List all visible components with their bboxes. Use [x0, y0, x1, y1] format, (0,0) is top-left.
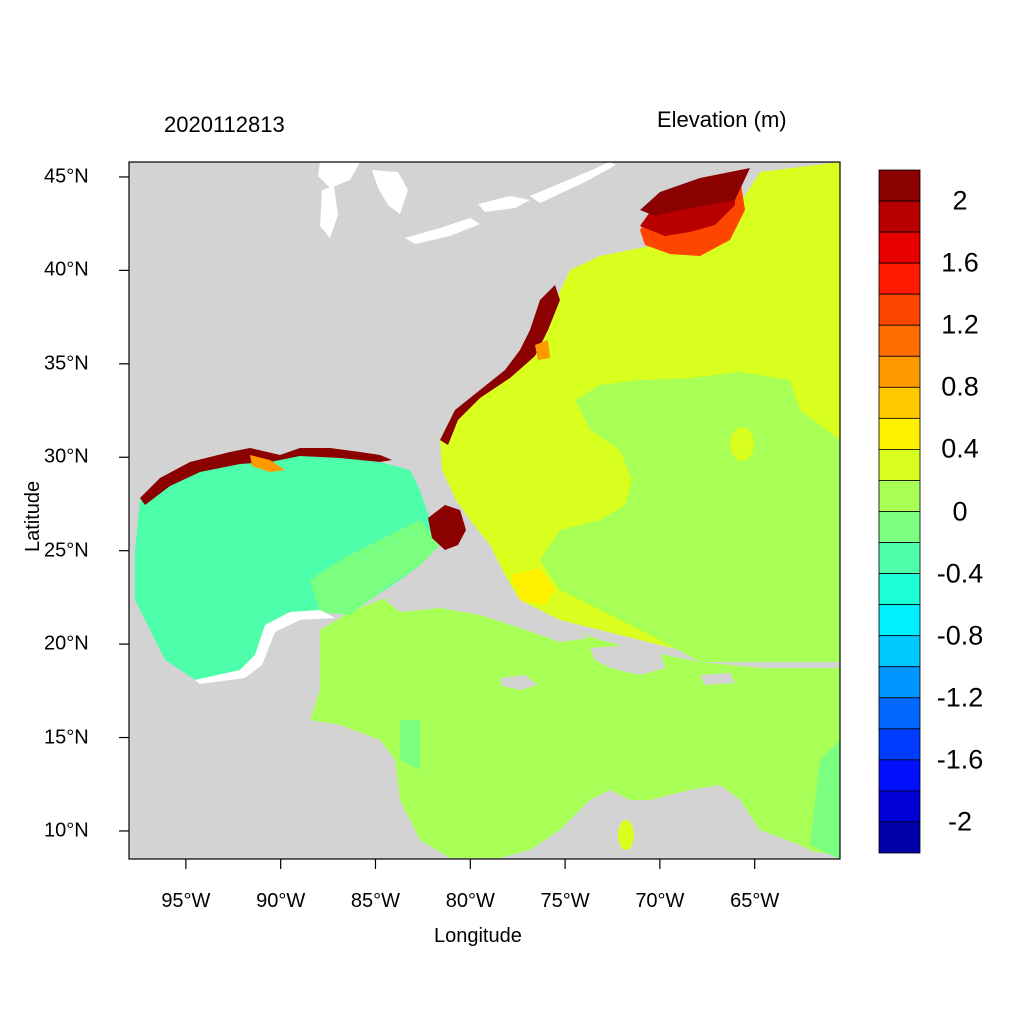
y-tick-label: 10°N: [44, 819, 89, 842]
mexico-east-land: [129, 498, 200, 720]
chesapeake-surge: [535, 340, 550, 360]
florida-surge: [428, 505, 466, 550]
variable-label: Elevation (m): [657, 107, 787, 132]
x-tick-label: 95°W: [161, 890, 211, 912]
gulf-coast-surge: [140, 448, 392, 505]
caribbean-edge: [400, 720, 420, 770]
lake-huron: [372, 170, 408, 214]
colorbar-swatch: [878, 759, 921, 792]
bahamas-shallow: [510, 568, 555, 605]
lake-ontario: [478, 196, 530, 212]
colorbar-swatch: [878, 666, 921, 699]
colorbar-swatch: [878, 821, 921, 854]
colorbar-label: -0.8: [936, 620, 984, 651]
yucatan-coast: [195, 610, 335, 684]
colorbar-swatch: [878, 293, 921, 326]
x-tick-label: 80°W: [445, 890, 495, 912]
hispaniola: [590, 645, 665, 675]
x-tick-label: 70°W: [635, 890, 685, 912]
maracaibo: [618, 820, 634, 850]
x-tick-label: 65°W: [730, 890, 780, 912]
jamaica: [500, 675, 538, 690]
colorbar: [878, 169, 921, 854]
y-tick-label: 30°N: [44, 445, 89, 468]
colorbar-swatch: [878, 728, 921, 761]
colorbar-swatch: [878, 417, 921, 450]
x-tick-label: 85°W: [350, 890, 401, 912]
louisiana-surge: [250, 455, 285, 472]
colorbar-swatch: [878, 324, 921, 357]
y-tick-label: 40°N: [44, 258, 89, 281]
colorbar-swatch: [878, 231, 921, 264]
colorbar-swatch: [878, 480, 921, 512]
plot-frame: [128, 161, 841, 860]
colorbar-label: 0.8: [941, 371, 979, 402]
gulf-region: [135, 452, 440, 680]
lake-erie: [405, 218, 480, 244]
atlantic-mid-region: [540, 372, 840, 662]
lake-superior: [318, 162, 360, 188]
colorbar-swatch: [878, 386, 921, 419]
x-tick-label: 75°W: [540, 890, 590, 912]
colorbar-swatch: [878, 790, 921, 823]
colorbar-swatch: [878, 573, 921, 606]
x-tick-label: 90°W: [256, 890, 306, 912]
y-tick-label: 45°N: [44, 165, 89, 188]
colorbar-swatch: [878, 355, 921, 388]
east-coast-surge: [440, 285, 560, 445]
colorbar-label: 0: [952, 496, 968, 526]
colorbar-label: 1.6: [941, 247, 979, 278]
colorbar-label: -1.6: [936, 744, 984, 775]
colorbar-swatch: [878, 635, 921, 668]
date-label: 2020112813: [164, 112, 285, 137]
st-lawrence: [530, 162, 616, 203]
colorbar-swatch: [878, 169, 921, 202]
caribbean-region: [310, 592, 840, 858]
colorbar-label: 2: [952, 185, 968, 216]
colorbar-label: -2: [947, 806, 972, 837]
cuba: [385, 588, 590, 642]
atlantic-eddy: [730, 427, 754, 461]
colorbar-label: -1.2: [936, 682, 984, 713]
colorbar-swatch: [878, 697, 921, 730]
colorbar-swatch: [878, 542, 921, 574]
colorbar-swatch: [878, 449, 921, 481]
new-england-land-mask: [560, 162, 760, 262]
x-axis-title: Longitude: [434, 925, 522, 947]
south-america: [500, 785, 840, 859]
colorbar-swatch: [878, 604, 921, 637]
central-america: [129, 712, 450, 859]
colorbar-swatch: [878, 262, 921, 295]
colorbar-swatch: [878, 511, 921, 543]
colorbar-swatch: [878, 200, 921, 233]
colorbar-label: 1.2: [941, 309, 979, 340]
eastern-edge: [810, 740, 840, 859]
y-tick-label: 20°N: [44, 632, 89, 655]
gulf-east: [310, 520, 440, 615]
colorbar-label: -0.4: [936, 558, 984, 589]
new-england-surge-core: [640, 168, 750, 216]
colorbar-label: 0.4: [941, 433, 979, 464]
lake-michigan: [320, 186, 338, 238]
y-tick-label: 35°N: [44, 352, 89, 375]
y-tick-label: 15°N: [44, 726, 89, 749]
y-axis-title: Latitude: [22, 480, 44, 552]
puerto-rico: [700, 673, 735, 685]
y-tick-label: 25°N: [44, 539, 89, 562]
